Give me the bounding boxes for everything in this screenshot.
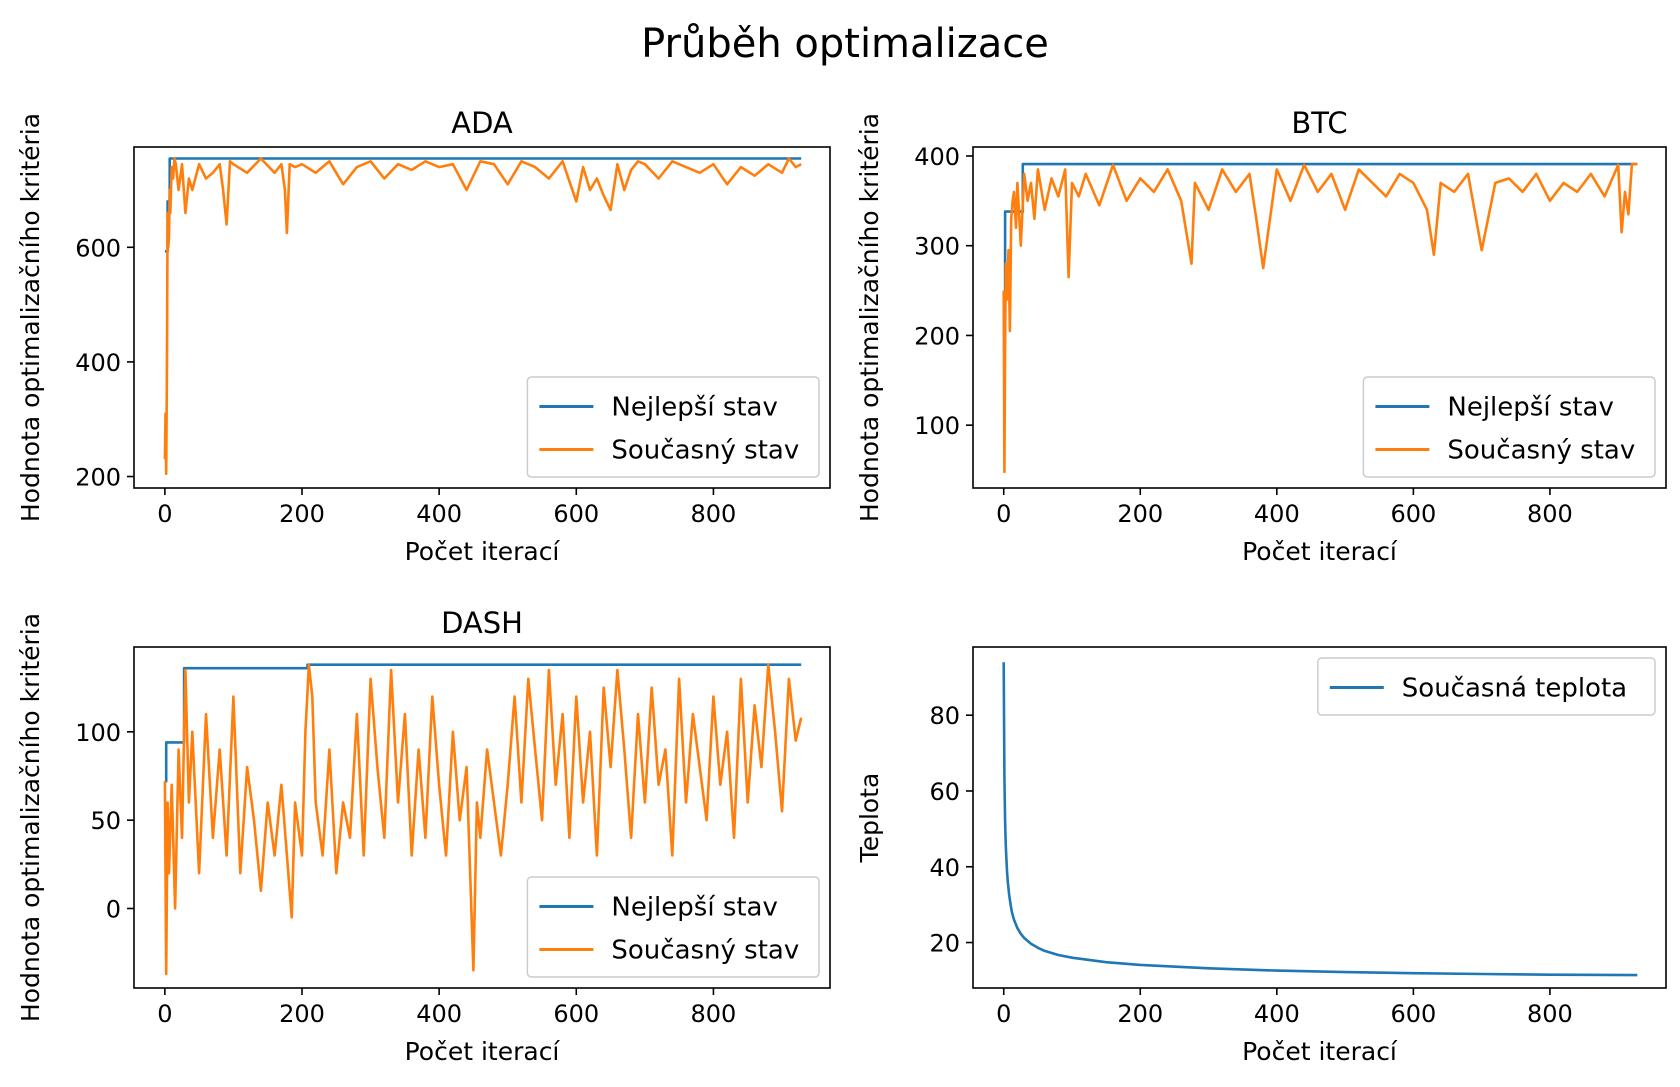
- axes-frame: [133, 646, 831, 989]
- x-axis-label: Počet iterací: [405, 537, 561, 566]
- x-tick-label: 800: [691, 1000, 737, 1028]
- legend-entry: Současná teplota: [1402, 674, 1627, 704]
- legend-entry: Současný stav: [611, 936, 799, 966]
- legend: [526, 876, 820, 978]
- x-axis-label: Počet iterací: [1242, 1037, 1398, 1066]
- x-tick-label: 600: [553, 1000, 599, 1028]
- series-line-1: [164, 663, 802, 783]
- y-axis-label: Hodnota optimalizačního kritéria: [16, 613, 45, 1022]
- subplot-dash: 0 200 400 600 800 0 50 100 DASH Počet iterací Hodn…: [16, 606, 831, 1066]
- y-tick-label: 200: [75, 464, 121, 492]
- x-tick-label: 200: [1117, 1000, 1163, 1028]
- y-tick-label: 40: [929, 854, 960, 882]
- x-tick-label: 800: [1527, 500, 1573, 528]
- x-axis-label: Počet iterací: [1242, 537, 1398, 566]
- x-tick-label: 0: [996, 1000, 1011, 1028]
- y-tick-label: 400: [75, 349, 121, 377]
- y-axis-label: Hodnota optimalizačního kritéria: [855, 113, 884, 522]
- y-tick-label: 60: [929, 778, 960, 806]
- axes-frame: [133, 146, 831, 489]
- y-axis-label: Teplota: [855, 773, 884, 864]
- legend-entry: Nejlepší stav: [611, 893, 778, 923]
- x-tick-label: 600: [1390, 1000, 1436, 1028]
- series-line-2: [163, 157, 802, 475]
- y-tick-label: 50: [90, 807, 121, 835]
- x-axis-label: Počet iterací: [405, 1037, 561, 1066]
- x-tick-label: 800: [1527, 1000, 1573, 1028]
- legend-entry: Současný stav: [1447, 436, 1635, 466]
- x-tick-label: 0: [157, 500, 172, 528]
- figure-title: Průběh optimalizace: [641, 21, 1049, 67]
- x-tick-label: 200: [279, 1000, 325, 1028]
- subplot-ada: 0 200 400 600 800 200 400 600 ADA Počet iterací Ho…: [16, 106, 831, 566]
- x-tick-label: 0: [157, 1000, 172, 1028]
- y-axis-label: Hodnota optimalizačního kritéria: [16, 113, 45, 522]
- y-tick-label: 300: [914, 233, 960, 261]
- axes-frame: [972, 146, 1667, 489]
- y-tick-label: 0: [106, 895, 121, 923]
- y-tick-label: 600: [75, 234, 121, 262]
- series-line-2: [163, 663, 803, 976]
- legend-entry: Nejlepší stav: [611, 393, 778, 423]
- y-tick-label: 200: [914, 322, 960, 350]
- x-tick-label: 0: [996, 500, 1011, 528]
- y-tick-label: 100: [914, 412, 960, 440]
- y-tick-label: 100: [75, 719, 121, 747]
- x-tick-label: 200: [279, 500, 325, 528]
- y-tick-label: 400: [914, 143, 960, 171]
- legend: [1317, 657, 1656, 716]
- legend-entry: Současný stav: [611, 436, 799, 466]
- subplot-teplota: 0 200 400 600 800 20 40 60 80 Počet iterací Teplot…: [855, 646, 1667, 1066]
- x-tick-label: 800: [691, 500, 737, 528]
- series-line-1: [1003, 162, 1638, 344]
- x-tick-label: 400: [416, 1000, 462, 1028]
- x-tick-label: 400: [1254, 500, 1300, 528]
- x-tick-label: 600: [1390, 500, 1436, 528]
- series-line-2: [1002, 162, 1638, 474]
- subplot-title: BTC: [1291, 106, 1347, 140]
- legend: [1362, 376, 1656, 478]
- x-tick-label: 200: [1117, 500, 1163, 528]
- axes-frame: [972, 646, 1667, 989]
- x-tick-label: 600: [553, 500, 599, 528]
- legend: [526, 376, 820, 478]
- series-line-1: [1002, 662, 1638, 977]
- series-line-1: [164, 157, 802, 253]
- subplot-btc: 0 200 400 600 800 100 200 300 400 BTC Počet iterac…: [855, 106, 1667, 566]
- subplot-title: ADA: [451, 106, 513, 140]
- subplot-title: DASH: [441, 606, 523, 640]
- legend-entry: Nejlepší stav: [1447, 393, 1614, 423]
- y-tick-label: 20: [929, 930, 960, 958]
- y-tick-label: 80: [929, 702, 960, 730]
- x-tick-label: 400: [416, 500, 462, 528]
- x-tick-label: 400: [1254, 1000, 1300, 1028]
